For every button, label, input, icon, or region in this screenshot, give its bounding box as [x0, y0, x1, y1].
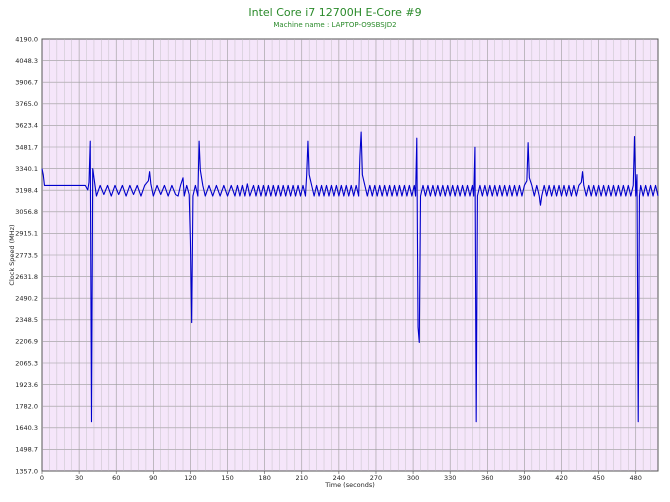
series-layer	[41, 131, 659, 423]
y-tick-label: 2915.1	[15, 230, 38, 238]
x-tick-label: 120	[184, 474, 196, 482]
y-tick-label: 3906.7	[15, 79, 38, 87]
y-tick-label: 2773.5	[15, 251, 38, 259]
y-tick-label: 3340.1	[15, 165, 38, 173]
x-tick-label: 480	[630, 474, 642, 482]
y-tick-label: 3481.7	[15, 143, 38, 151]
x-tick-label: 450	[592, 474, 604, 482]
y-tick-label: 1357.0	[15, 467, 38, 475]
y-tick-label: 3765.0	[15, 100, 38, 108]
x-tick-label: 390	[518, 474, 530, 482]
x-tick-label: 330	[444, 474, 456, 482]
x-tick-label: 270	[370, 474, 382, 482]
x-tick-label: 30	[75, 474, 83, 482]
x-tick-label: 150	[221, 474, 233, 482]
x-tick-label: 360	[481, 474, 493, 482]
chart-title: Intel Core i7 12700H E-Core #9	[248, 6, 421, 19]
series-line-0	[41, 131, 659, 423]
x-tick-label: 0	[40, 474, 44, 482]
x-tick-label: 90	[149, 474, 157, 482]
x-tick-label: 420	[555, 474, 567, 482]
x-tick-label: 210	[296, 474, 308, 482]
y-tick-label: 2206.9	[15, 338, 38, 346]
grid-lines	[42, 39, 658, 471]
y-tick-label: 4048.3	[15, 57, 38, 65]
y-tick-label: 2348.5	[15, 316, 38, 324]
x-axis-label: Time (seconds)	[324, 481, 375, 489]
y-axis-label: Clock Speed (MHz)	[8, 224, 16, 285]
y-tick-label: 1640.3	[15, 424, 38, 432]
y-tick-label: 2490.2	[15, 295, 38, 303]
y-tick-label: 3198.4	[15, 187, 38, 195]
y-tick-label: 1498.7	[15, 446, 38, 454]
y-tick-label: 2065.3	[15, 359, 38, 367]
x-tick-label: 240	[333, 474, 345, 482]
y-axis-ticks: 4190.0 4048.3 3906.7 3765.0 3623.4 3481.7 3340…	[15, 35, 38, 475]
y-tick-label: 1782.0	[15, 402, 38, 410]
x-tick-label: 300	[407, 474, 419, 482]
y-tick-label: 2631.8	[15, 273, 38, 281]
x-tick-label: 60	[112, 474, 120, 482]
y-tick-label: 1923.6	[15, 381, 38, 389]
x-axis-ticks: 0 30 60 90 120 150 180 210 240 270 300 330 360 390 420…	[40, 471, 642, 482]
y-tick-label: 3056.8	[15, 208, 38, 216]
y-tick-label: 4190.0	[15, 35, 38, 43]
chart-subtitle: Machine name : LAPTOP-O9SBSJD2	[273, 21, 396, 29]
y-tick-label: 3623.4	[15, 122, 38, 130]
x-tick-label: 180	[258, 474, 270, 482]
